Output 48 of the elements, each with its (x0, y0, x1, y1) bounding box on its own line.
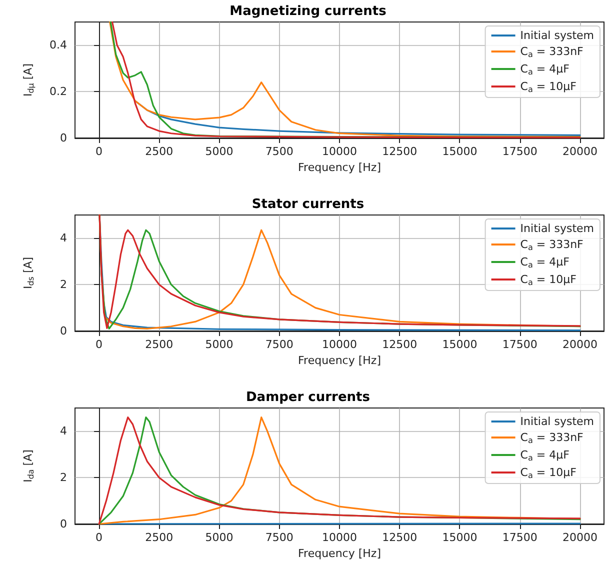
x-axis-title: Frequency [Hz] (298, 354, 381, 367)
x-tick-label: 2500 (145, 338, 174, 351)
y-tick-label: 0 (60, 518, 67, 530)
x-tick-label: 15000 (442, 145, 478, 158)
x-tick-label: 15000 (442, 338, 478, 351)
y-tick-label: 0.2 (50, 85, 67, 98)
x-tick-label: 2500 (145, 145, 174, 158)
x-tick-label: 7500 (265, 531, 294, 544)
x-tick-label: 2500 (145, 531, 174, 544)
x-tick-label: 12500 (382, 531, 418, 544)
chart-title: Stator currents (252, 197, 364, 212)
y-axis-title: Ids [A] (22, 256, 36, 290)
x-tick-label: 12500 (382, 145, 418, 158)
x-tick-label: 10000 (322, 145, 357, 158)
x-tick-label: 20000 (562, 338, 598, 351)
x-tick-label: 0 (96, 531, 103, 544)
chart-title: Damper currents (246, 390, 370, 405)
y-tick-label: 2 (60, 278, 67, 292)
x-tick-label: 20000 (562, 531, 598, 544)
legend-label: Initial system (520, 415, 594, 428)
y-tick-label: 0.4 (50, 38, 67, 52)
x-tick-label: 17500 (502, 531, 538, 544)
y-tick-label: 0 (60, 132, 67, 144)
x-tick-label: 5000 (205, 145, 234, 158)
y-tick-label: 0 (60, 324, 67, 338)
x-tick-label: 5000 (205, 338, 234, 351)
x-axis-title: Frequency [Hz] (298, 160, 381, 174)
y-tick-label: 2 (60, 471, 67, 484)
legend-label: Initial system (520, 222, 594, 235)
chart-title: Magnetizing currents (230, 4, 387, 19)
x-tick-label: 10000 (322, 338, 357, 351)
y-tick-label: 4 (60, 232, 67, 245)
x-tick-label: 7500 (265, 338, 294, 351)
x-tick-label: 17500 (502, 338, 538, 351)
x-tick-label: 10000 (322, 531, 357, 544)
x-tick-label: 0 (96, 338, 103, 351)
x-axis-title: Frequency [Hz] (298, 546, 381, 560)
y-tick-label: 4 (60, 424, 67, 438)
x-tick-label: 0 (96, 145, 103, 158)
x-tick-label: 17500 (502, 145, 538, 158)
x-tick-label: 20000 (562, 145, 598, 158)
x-tick-label: 12500 (382, 338, 418, 351)
x-tick-label: 15000 (442, 531, 478, 544)
x-tick-label: 7500 (265, 145, 294, 158)
y-axis-title: Ida [A] (22, 450, 36, 482)
legend-label: Initial system (520, 29, 594, 42)
y-axis-title: Idμ [A] (22, 63, 36, 97)
x-tick-label: 5000 (205, 531, 234, 544)
